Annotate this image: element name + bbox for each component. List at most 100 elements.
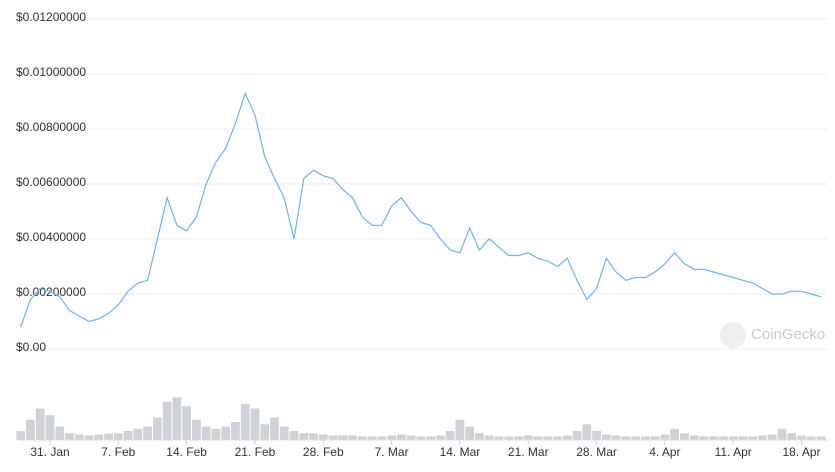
- volume-bar: [738, 436, 748, 440]
- volume-bar: [387, 435, 396, 440]
- volume-bar: [767, 434, 777, 440]
- price-line: [20, 91, 822, 328]
- volume-bar: [543, 436, 553, 440]
- volume-bar: [74, 434, 84, 440]
- y-tick-label: $0.00400000: [16, 230, 86, 244]
- volume-bar: [484, 435, 494, 440]
- volume-bar: [806, 436, 816, 440]
- volume-bar: [348, 435, 357, 440]
- volume-bar: [201, 426, 211, 440]
- volume-bar: [445, 431, 455, 440]
- volume-bar: [221, 426, 231, 440]
- volume-bar: [318, 434, 328, 440]
- volume-bar: [240, 404, 250, 440]
- x-tick-label: 11. Apr: [715, 445, 752, 459]
- volume-bar: [172, 397, 182, 440]
- volume-bar: [562, 435, 572, 440]
- volume-bar: [299, 433, 309, 440]
- volume-bar: [65, 433, 74, 440]
- volume-bar: [660, 434, 670, 440]
- volume-bar: [211, 428, 221, 440]
- x-tick-label: 14. Feb: [166, 445, 207, 459]
- y-tick-label: $0.00600000: [16, 175, 86, 189]
- volume-bar: [699, 436, 709, 440]
- volume-bar: [709, 436, 719, 440]
- x-tick-label: 7. Mar: [375, 445, 409, 459]
- volume-bar: [553, 436, 562, 440]
- volume-bar: [797, 435, 806, 440]
- volume-bar: [689, 435, 699, 440]
- x-tick-label: 21. Feb: [235, 445, 276, 459]
- y-tick-label: $0.01200000: [16, 10, 86, 24]
- volume-bar: [592, 431, 601, 440]
- volume-bar: [55, 426, 65, 440]
- volume-bar: [680, 433, 689, 440]
- x-tick-label: 28. Mar: [576, 445, 617, 459]
- volume-bar: [728, 436, 738, 440]
- x-tick-label: 31. Jan: [30, 445, 69, 459]
- volume-bar: [377, 436, 387, 440]
- volume-bar: [670, 428, 680, 440]
- volume-bar: [777, 428, 787, 440]
- volume-bar: [572, 431, 582, 440]
- volume-bar: [143, 426, 152, 440]
- volume-bar: [475, 433, 484, 440]
- volume-bar: [719, 436, 728, 440]
- volume-bar: [640, 436, 650, 440]
- volume-bar: [152, 417, 162, 440]
- volume-bar: [270, 417, 279, 440]
- volume-bar: [289, 431, 299, 440]
- volume-bar: [328, 435, 338, 440]
- volume-bar: [123, 431, 133, 440]
- volume-bar: [611, 435, 621, 440]
- watermark-text: CoinGecko: [751, 326, 825, 343]
- x-tick-label: 4. Apr: [649, 445, 680, 459]
- x-tick-label: 7. Feb: [101, 445, 135, 459]
- volume-bar: [436, 435, 445, 440]
- volume-bar: [45, 415, 55, 440]
- watermark: CoinGecko: [720, 322, 825, 348]
- x-tick-label: 21. Mar: [508, 445, 549, 459]
- volume-bar: [631, 436, 640, 440]
- volume-bar: [279, 426, 289, 440]
- volume-bar: [309, 433, 318, 440]
- volume-bar: [104, 433, 113, 440]
- y-tick-label: $0.00800000: [16, 120, 86, 134]
- x-tick-label: 18. Apr: [783, 445, 821, 459]
- x-tick-label: 14. Mar: [440, 445, 481, 459]
- volume-bar: [494, 436, 504, 440]
- volume-bar: [396, 434, 406, 440]
- volume-bar: [182, 406, 192, 440]
- volume-bar: [133, 428, 143, 440]
- volume-bar: [748, 436, 758, 440]
- volume-bar: [94, 434, 104, 440]
- volume-bar: [504, 436, 514, 440]
- volume-bar: [260, 424, 270, 440]
- x-tick-label: 28. Feb: [303, 445, 344, 459]
- volume-bar: [84, 435, 94, 440]
- volume-bar: [338, 435, 348, 440]
- volume-bar: [406, 435, 416, 440]
- volume-bar: [787, 433, 797, 440]
- watermark-logo: [720, 322, 746, 348]
- volume-bar: [514, 436, 523, 440]
- volume-bar: [231, 422, 240, 440]
- volume-bar: [35, 408, 45, 440]
- volume-bar: [16, 431, 26, 440]
- volume-bar: [582, 424, 592, 440]
- volume-bar: [26, 419, 35, 440]
- volume-bar: [192, 419, 201, 440]
- volume-bar: [455, 419, 465, 440]
- volume-bar: [162, 401, 172, 440]
- volume-bar: [758, 435, 767, 440]
- volume-bar: [523, 435, 533, 440]
- volume-bar: [621, 436, 631, 440]
- y-tick-label: $0.01000000: [16, 65, 86, 79]
- volume-bar: [367, 436, 377, 440]
- volume-bar: [426, 436, 436, 440]
- volume-bar: [357, 436, 367, 440]
- volume-bar: [416, 436, 426, 440]
- volume-bar: [533, 436, 543, 440]
- volume-bar: [816, 436, 826, 440]
